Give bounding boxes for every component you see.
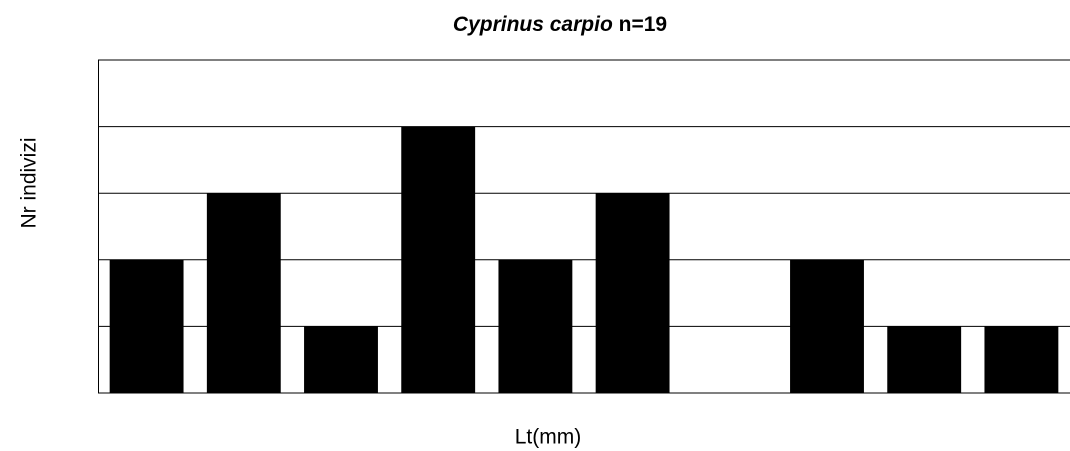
bar <box>304 326 378 393</box>
bar <box>984 326 1059 393</box>
x-axis-label: Lt(mm) <box>515 426 582 449</box>
bar <box>790 259 864 393</box>
bar <box>206 193 281 393</box>
bar <box>109 259 184 393</box>
bar <box>498 259 573 393</box>
bar <box>887 326 962 393</box>
chart-title: Cyprinus carpio n=19 <box>453 13 667 36</box>
title-species: Cyprinus carpio <box>453 13 613 36</box>
bar <box>401 126 476 393</box>
title-count: n=19 <box>619 13 667 36</box>
y-axis-label: Nr indivizi <box>18 137 41 228</box>
bar <box>595 193 670 393</box>
